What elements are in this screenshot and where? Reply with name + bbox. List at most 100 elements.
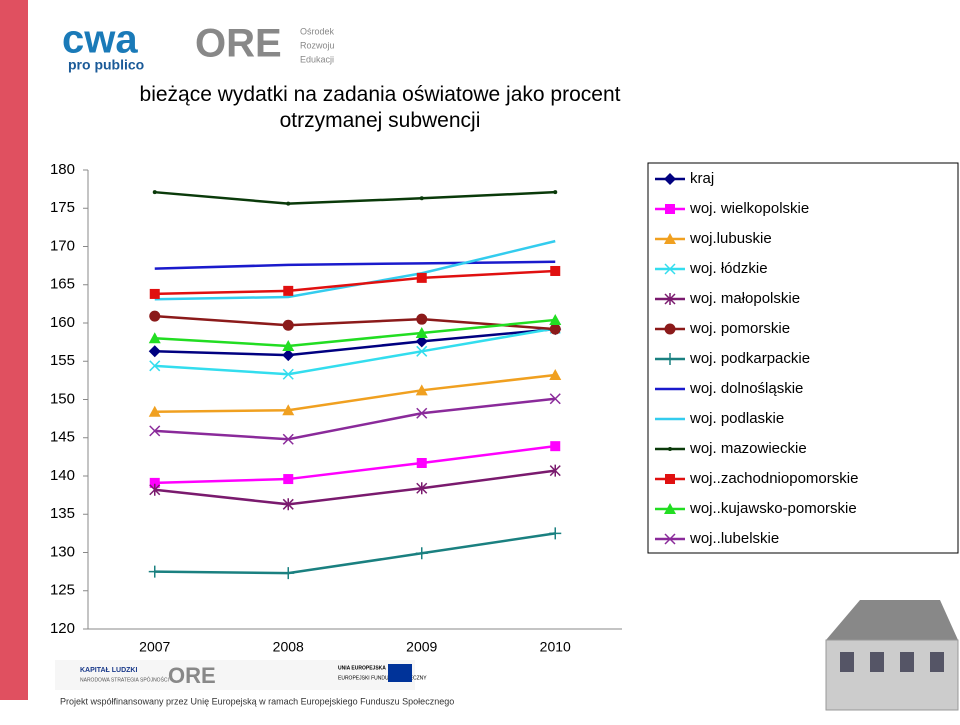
- marker: [549, 369, 562, 381]
- y-tick-label: 160: [50, 314, 75, 331]
- legend-marker: [665, 204, 675, 214]
- marker: [415, 547, 428, 560]
- x-tick-label: 2009: [406, 639, 437, 655]
- legend-marker: [664, 173, 676, 185]
- legend-marker: [664, 503, 676, 514]
- marker: [148, 345, 161, 358]
- footer-kl: KAPITAŁ LUDZKI: [80, 667, 137, 674]
- footer-logos: [55, 660, 415, 690]
- footer-note: Projekt współfinansowany przez Unię Euro…: [60, 696, 454, 706]
- legend-label: woj. łódzkie: [689, 260, 768, 277]
- footer-kl-sub: NARODOWA STRATEGIA SPÓJNOŚCI: [80, 675, 169, 683]
- marker: [149, 483, 161, 496]
- logo-ore-sub: Ośrodek: [300, 26, 335, 36]
- legend-label: woj. wielkopolskie: [689, 200, 809, 217]
- legend-marker: [664, 323, 676, 335]
- y-tick-label: 135: [50, 505, 75, 522]
- marker: [148, 332, 161, 344]
- legend-label: kraj: [690, 170, 714, 187]
- logo-ore-sub: Edukacji: [300, 54, 334, 64]
- logo-ore-sub: Rozwoju: [300, 40, 335, 50]
- marker: [419, 196, 424, 201]
- series-line: [154, 318, 556, 348]
- marker: [286, 201, 291, 206]
- legend-label: woj. podkarpackie: [689, 350, 810, 367]
- marker: [282, 498, 294, 511]
- legend-marker: [665, 474, 675, 484]
- marker: [416, 345, 428, 357]
- footer-ue: UNIA EUROPEJSKA: [338, 665, 386, 671]
- y-tick-label: 150: [50, 390, 75, 407]
- marker: [549, 464, 561, 477]
- marker: [416, 313, 428, 325]
- marker: [149, 360, 161, 372]
- logo-ore: ORE: [195, 22, 282, 66]
- eu-flag: [388, 664, 412, 682]
- marker: [282, 567, 295, 580]
- marker: [416, 482, 428, 495]
- logo-cwa-sub: pro publico: [68, 57, 144, 73]
- legend-label: woj. podlaskie: [689, 410, 784, 427]
- legend-label: woj..lubelskie: [689, 530, 779, 547]
- marker: [549, 313, 562, 325]
- marker: [282, 319, 294, 331]
- marker: [415, 335, 428, 348]
- series-line: [154, 190, 556, 205]
- y-tick-label: 130: [50, 543, 75, 560]
- y-tick-label: 140: [50, 467, 75, 484]
- marker: [282, 368, 294, 380]
- marker: [282, 404, 295, 416]
- y-tick-label: 170: [50, 237, 75, 254]
- marker: [283, 474, 294, 485]
- legend-marker: [664, 233, 676, 244]
- marker: [282, 339, 295, 351]
- marker: [149, 310, 161, 322]
- marker: [283, 285, 294, 296]
- series-line: [154, 260, 556, 270]
- legend-box: [647, 162, 959, 554]
- legend-label: woj..kujawsko-pomorskie: [689, 500, 857, 517]
- y-tick-label: 180: [50, 161, 75, 178]
- legend-label: woj.lubuskie: [689, 230, 772, 247]
- marker: [149, 288, 160, 299]
- legend-marker: [664, 533, 676, 545]
- series-line: [154, 269, 556, 296]
- marker: [149, 477, 160, 488]
- legend-marker: [664, 293, 676, 305]
- marker: [549, 527, 562, 540]
- legend-label: woj..zachodniopomorskie: [689, 470, 858, 487]
- footer-ore: ORE: [168, 663, 216, 688]
- plot: 120 125 130 135 140 145 150 155 160 165 170 175 180 2…: [50, 161, 858, 655]
- marker: [282, 433, 294, 445]
- legend-marker: [664, 353, 676, 365]
- marker: [416, 407, 428, 419]
- y-tick-label: 165: [50, 276, 75, 293]
- marker: [149, 425, 161, 437]
- marker: [550, 265, 561, 276]
- legend-label: woj. pomorskie: [689, 320, 790, 337]
- marker: [415, 326, 428, 338]
- series-line: [154, 314, 556, 331]
- legend-label: woj. dolnośląskie: [689, 380, 803, 397]
- side-strip: [0, 0, 28, 700]
- marker: [553, 190, 558, 195]
- marker: [148, 405, 161, 417]
- legend-label: woj. małopolskie: [689, 290, 800, 307]
- series-line: [154, 532, 556, 575]
- y-tick-label: 175: [50, 199, 75, 216]
- y-tick-label: 120: [50, 620, 75, 637]
- y-tick-label: 145: [50, 429, 75, 446]
- series-line: [154, 397, 556, 441]
- chart-title: bieżące wydatki na zadania oświatowe jak…: [139, 83, 621, 132]
- title-box: bieżące wydatki na zadania oświatowe jak…: [139, 83, 621, 132]
- series-line: [154, 469, 556, 506]
- marker: [152, 190, 157, 195]
- marker: [148, 565, 161, 578]
- x-tick-label: 2010: [540, 639, 571, 655]
- series-line: [154, 444, 556, 485]
- footer-ue-sub: EUROPEJSKI FUNDUSZ SPOŁECZNY: [338, 675, 427, 681]
- series-line: [154, 373, 556, 413]
- marker: [416, 272, 427, 283]
- x-tick-label: 2008: [273, 639, 304, 655]
